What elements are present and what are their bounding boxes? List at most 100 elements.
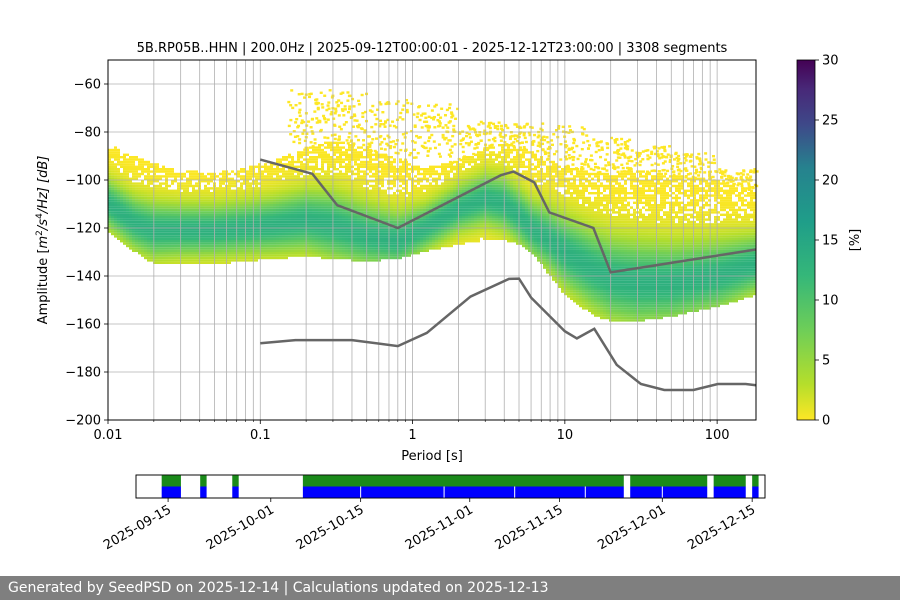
heatmap-cell xyxy=(264,220,267,224)
heatmap-cell xyxy=(171,206,174,209)
heatmap-cell xyxy=(486,218,489,221)
heatmap-cell xyxy=(474,204,477,207)
heatmap-cell xyxy=(363,223,366,226)
heatmap-cell xyxy=(192,218,195,221)
heatmap-cell xyxy=(303,182,306,185)
heatmap-cell xyxy=(480,151,483,154)
heatmap-cell xyxy=(333,247,336,250)
heatmap-cell xyxy=(339,160,342,164)
heatmap-cell xyxy=(354,220,357,224)
heatmap-cell xyxy=(186,232,189,236)
heatmap-cell xyxy=(291,218,294,221)
heatmap-cell xyxy=(444,211,447,214)
heatmap-cell xyxy=(498,187,501,190)
heatmap-cell xyxy=(282,170,285,173)
heatmap-cell xyxy=(108,182,111,185)
heatmap-cell xyxy=(477,189,480,192)
heatmap-cell xyxy=(135,168,138,171)
heatmap-cell xyxy=(459,192,462,195)
heatmap-cell xyxy=(240,189,243,192)
heatmap-cell xyxy=(129,194,132,197)
heatmap-cell xyxy=(117,223,120,226)
heatmap-cell xyxy=(486,172,489,176)
heatmap-cell xyxy=(456,160,459,164)
heatmap-cell xyxy=(327,187,330,190)
heatmap-cell xyxy=(423,235,426,238)
heatmap-cell xyxy=(123,242,126,245)
heatmap-cell xyxy=(201,247,204,250)
heatmap-cell xyxy=(405,254,408,257)
heatmap-cell xyxy=(240,201,243,204)
heatmap-cell xyxy=(231,201,234,204)
heatmap-cell xyxy=(375,177,378,180)
heatmap-cell xyxy=(297,240,300,243)
heatmap-cell xyxy=(318,220,321,224)
heatmap-cell xyxy=(348,240,351,243)
heatmap-cell xyxy=(246,232,249,236)
heatmap-cell xyxy=(132,170,135,173)
heatmap-cell xyxy=(249,223,252,226)
heatmap-cell xyxy=(270,180,273,183)
heatmap-cell xyxy=(429,187,432,190)
heatmap-cell xyxy=(417,204,420,207)
heatmap-cell xyxy=(237,216,240,219)
heatmap-cell xyxy=(141,196,144,200)
heatmap-cell xyxy=(273,192,276,195)
heatmap-cell xyxy=(393,220,396,224)
heatmap-cell xyxy=(207,235,210,238)
heatmap-cell xyxy=(123,156,126,159)
heatmap-cell xyxy=(315,168,318,171)
heatmap-cell xyxy=(312,240,315,243)
heatmap-cell xyxy=(210,220,213,224)
heatmap-cell xyxy=(408,196,411,200)
heatmap-cell xyxy=(120,206,123,209)
heatmap-cell xyxy=(429,172,432,176)
heatmap-cell xyxy=(129,201,132,204)
heatmap-cell xyxy=(456,230,459,233)
heatmap-cell xyxy=(222,192,225,195)
heatmap-cell xyxy=(489,172,492,176)
heatmap-cell xyxy=(441,187,444,190)
heatmap-cell xyxy=(498,192,501,195)
heatmap-cell xyxy=(273,228,276,231)
heatmap-cell xyxy=(297,172,300,176)
heatmap-cell xyxy=(375,252,378,255)
heatmap-cell xyxy=(429,206,432,209)
heatmap-cell xyxy=(192,201,195,204)
heatmap-cell xyxy=(147,254,150,257)
heatmap-cell xyxy=(480,230,483,233)
heatmap-cell xyxy=(435,244,438,248)
heatmap-cell xyxy=(159,208,162,212)
heatmap-cell xyxy=(258,237,261,240)
heatmap-cell xyxy=(351,249,354,252)
heatmap-cell xyxy=(339,141,342,144)
heatmap-cell xyxy=(354,187,357,190)
heatmap-cell xyxy=(333,204,336,207)
heatmap-cell xyxy=(378,232,381,236)
heatmap-cell xyxy=(273,232,276,236)
heatmap-cell xyxy=(495,220,498,224)
heatmap-cell xyxy=(282,163,285,166)
heatmap-cell xyxy=(360,256,363,260)
heatmap-cell xyxy=(420,204,423,207)
heatmap-cell xyxy=(414,208,417,212)
heatmap-cell xyxy=(471,160,474,164)
heatmap-cell xyxy=(483,201,486,204)
heatmap-cell xyxy=(363,170,366,173)
heatmap-cell xyxy=(318,156,321,159)
heatmap-cell xyxy=(144,230,147,233)
heatmap-cell xyxy=(357,156,360,159)
heatmap-cell xyxy=(315,180,318,183)
heatmap-cell xyxy=(366,165,369,168)
heatmap-cell xyxy=(300,254,303,257)
heatmap-cell xyxy=(138,158,141,161)
heatmap-cell xyxy=(399,244,402,248)
heatmap-cell xyxy=(363,242,366,245)
heatmap-cell xyxy=(270,247,273,250)
heatmap-cell xyxy=(111,170,114,173)
heatmap-cell xyxy=(129,206,132,209)
heatmap-cell xyxy=(459,196,462,200)
heatmap-cell xyxy=(351,254,354,257)
heatmap-cell xyxy=(291,194,294,197)
heatmap-cell xyxy=(246,220,249,224)
